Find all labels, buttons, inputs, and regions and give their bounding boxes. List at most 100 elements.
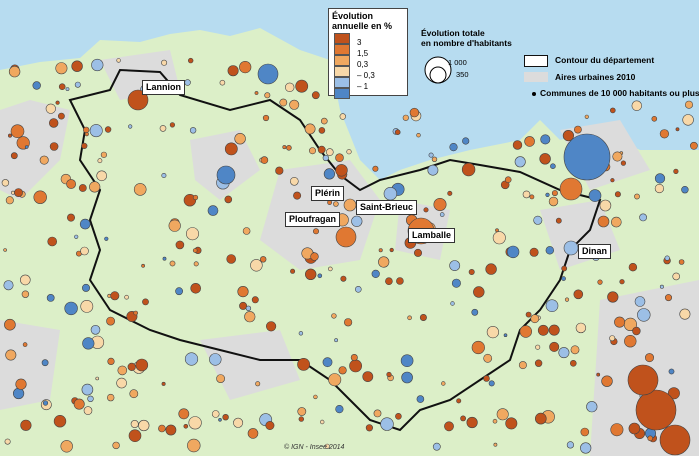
- commune-circle: [566, 441, 575, 449]
- commune-circle: [10, 152, 18, 160]
- copyright: © IGN - Insee 2014: [284, 444, 345, 451]
- commune-circle: [400, 354, 414, 368]
- commune-circle: [242, 227, 251, 235]
- size-legend-circles: [424, 56, 452, 84]
- commune-circle: [483, 353, 493, 363]
- commune-circle: [631, 100, 642, 111]
- commune-circle: [473, 286, 485, 298]
- commune-circle: [128, 429, 142, 443]
- commune-circle: [183, 194, 197, 207]
- commune-circle: [451, 278, 461, 288]
- commune-circle: [601, 375, 613, 387]
- commune-circle: [537, 324, 549, 336]
- commune-circle: [80, 299, 94, 313]
- commune-circle: [141, 263, 146, 268]
- commune-circle: [460, 415, 466, 422]
- commune-circle: [308, 147, 316, 155]
- commune-circle: [159, 125, 167, 132]
- commune-circle: [561, 265, 568, 272]
- commune-circle: [512, 140, 523, 150]
- swatch-class-0: [334, 66, 350, 77]
- commune-circle: [563, 240, 579, 256]
- commune-circle: [522, 190, 531, 199]
- commune-circle: [639, 213, 647, 222]
- commune-circle: [142, 298, 149, 306]
- commune-circle: [407, 315, 412, 321]
- commune-circle: [216, 165, 236, 185]
- commune-circle: [530, 314, 540, 324]
- commune-circle: [447, 190, 453, 196]
- commune-circle: [378, 256, 390, 268]
- commune-circle: [383, 187, 398, 201]
- commune-circle: [289, 177, 299, 186]
- commune-circle: [328, 373, 342, 387]
- commune-circle: [505, 417, 518, 430]
- commune-circle: [138, 419, 150, 432]
- commune-circle: [610, 178, 615, 183]
- commune-circle: [471, 340, 485, 355]
- commune-circle: [529, 247, 539, 257]
- commune-circle: [334, 338, 339, 343]
- commune-circle: [320, 117, 328, 125]
- commune-circle: [127, 89, 149, 111]
- commune-circle: [80, 246, 89, 256]
- commune-circle: [317, 145, 326, 154]
- commune-circle: [10, 124, 25, 138]
- commune-circle: [575, 322, 587, 334]
- commune-circle: [335, 164, 348, 177]
- commune-circle: [609, 107, 616, 114]
- commune-circle: [534, 412, 547, 425]
- commune-circle: [96, 170, 107, 182]
- commune-circle: [654, 173, 666, 184]
- commune-circle: [106, 316, 115, 326]
- commune-circle: [569, 359, 577, 367]
- swatch-class-3: [334, 33, 350, 44]
- commune-circle: [428, 152, 434, 158]
- commune-circle: [496, 408, 509, 421]
- commune-circle: [559, 177, 583, 201]
- commune-circle: [372, 165, 379, 172]
- commune-circle: [461, 162, 476, 177]
- commune-circle: [466, 416, 478, 429]
- commune-circle: [584, 114, 589, 119]
- rate-legend: Évolution annuelle en % 3 1,5 0,3 – 0,3 …: [328, 8, 408, 99]
- commune-circle: [239, 301, 248, 310]
- commune-circle: [168, 219, 181, 232]
- commune-circle: [244, 311, 256, 323]
- city-label-saint-brieuc: Saint-Brieuc: [356, 200, 418, 215]
- commune-circle: [82, 126, 90, 134]
- commune-circle: [116, 58, 121, 63]
- commune-circle: [4, 438, 11, 445]
- commune-circle: [89, 181, 101, 193]
- break-neg-1: – 1: [357, 82, 369, 91]
- commune-circle: [570, 345, 580, 355]
- department-contour: [68, 68, 602, 432]
- commune-circles: [1, 57, 698, 456]
- break-neg-0-3: – 0,3: [357, 71, 375, 80]
- commune-circle: [218, 417, 222, 422]
- commune-circle: [441, 381, 446, 386]
- commune-circle: [169, 260, 176, 267]
- commune-circle: [313, 394, 318, 400]
- commune-circle: [597, 279, 603, 285]
- commune-circle: [311, 91, 320, 100]
- commune-circle: [79, 218, 91, 230]
- commune-circle: [97, 158, 103, 164]
- commune-circle: [344, 318, 353, 327]
- commune-circle: [82, 283, 91, 292]
- commune-circle: [673, 168, 679, 174]
- swatch-class-0-3: [334, 55, 350, 66]
- commune-circle: [260, 156, 269, 164]
- commune-circle: [659, 424, 691, 456]
- commune-circle: [55, 62, 68, 75]
- commune-circle: [389, 247, 394, 253]
- commune-circle: [327, 200, 332, 205]
- commune-circle: [250, 259, 263, 272]
- commune-circle: [401, 371, 413, 384]
- communes-label: Communes de 10 000 habitants ou plus: [540, 88, 699, 98]
- commune-circle: [305, 268, 317, 280]
- city-label-dinan: Dinan: [578, 244, 612, 259]
- commune-circle: [129, 389, 139, 399]
- commune-circle: [493, 442, 498, 447]
- commune-circle: [488, 380, 495, 387]
